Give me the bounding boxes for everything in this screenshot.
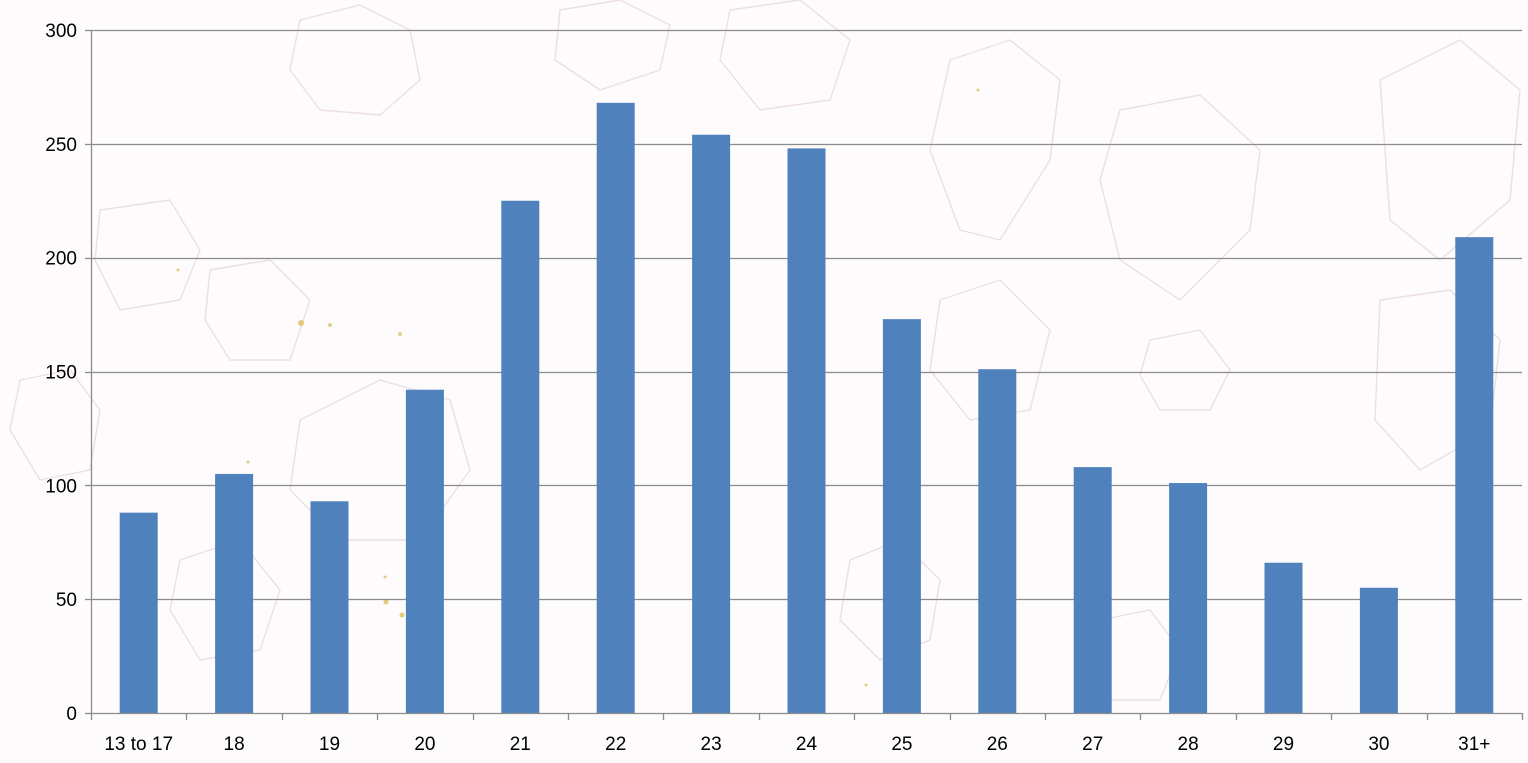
x-tick-label-31plus: 31+ bbox=[1458, 734, 1490, 755]
background-rock-4 bbox=[1099, 94, 1261, 301]
background-rock-2 bbox=[554, 0, 671, 91]
background-speck-1 bbox=[298, 320, 304, 326]
bar-22 bbox=[596, 102, 635, 713]
axes bbox=[85, 29, 1524, 720]
bar-28 bbox=[1169, 483, 1208, 713]
background-speck-8 bbox=[864, 683, 868, 687]
y-tick-label-100: 100 bbox=[45, 476, 77, 497]
x-tick-labels: 13 to 17 18 19 20 21 22 23 24 25 26 27 28 29 30 31+ bbox=[104, 734, 1490, 755]
y-tick-label-150: 150 bbox=[45, 363, 77, 384]
x-tick-label-29: 29 bbox=[1273, 734, 1294, 755]
x-tick-label-22: 22 bbox=[605, 734, 626, 755]
x-tick-label-13-to-17: 13 to 17 bbox=[104, 734, 173, 755]
background-rock-1 bbox=[289, 4, 421, 116]
x-tick-label-21: 21 bbox=[510, 734, 531, 755]
background-rock-16 bbox=[719, 0, 851, 111]
y-tick-label-300: 300 bbox=[45, 21, 77, 42]
background-speck-7 bbox=[976, 88, 980, 92]
bars bbox=[119, 102, 1494, 714]
bar-31plus bbox=[1455, 237, 1494, 713]
bar-13-to-17 bbox=[119, 512, 158, 713]
background-speck-10 bbox=[383, 575, 387, 579]
x-tick-label-28: 28 bbox=[1178, 734, 1199, 755]
x-tick-label-26: 26 bbox=[987, 734, 1008, 755]
bar-21 bbox=[501, 200, 540, 713]
background-rock-13 bbox=[9, 369, 101, 481]
background-speck-3 bbox=[398, 332, 402, 336]
bar-26 bbox=[978, 369, 1017, 713]
background-speck-9 bbox=[246, 460, 250, 464]
x-tick-label-19: 19 bbox=[319, 734, 340, 755]
y-tick-labels: 0 50 100 150 200 250 300 bbox=[45, 21, 77, 725]
background-rock-11 bbox=[289, 379, 471, 541]
bar-23 bbox=[692, 134, 731, 713]
bar-27 bbox=[1073, 467, 1112, 713]
x-tick-label-20: 20 bbox=[414, 734, 435, 755]
background-rock-8 bbox=[929, 279, 1051, 421]
x-tick-label-27: 27 bbox=[1082, 734, 1103, 755]
bar-25 bbox=[882, 319, 921, 713]
x-tick-label-23: 23 bbox=[701, 734, 722, 755]
x-tick-label-18: 18 bbox=[224, 734, 245, 755]
y-tick-label-0: 0 bbox=[66, 704, 77, 725]
background-speck-5 bbox=[399, 612, 405, 618]
bar-19 bbox=[310, 501, 349, 713]
bar-29 bbox=[1264, 562, 1303, 713]
y-tick-label-200: 200 bbox=[45, 249, 77, 270]
bar-24 bbox=[787, 148, 826, 714]
y-tick-label-250: 250 bbox=[45, 135, 77, 156]
bar-30 bbox=[1359, 587, 1398, 713]
background-speck-6 bbox=[176, 268, 180, 272]
bar-20 bbox=[405, 389, 444, 713]
background-rock-7 bbox=[204, 259, 311, 361]
x-tick-label-25: 25 bbox=[891, 734, 912, 755]
background-speck-4 bbox=[383, 599, 389, 605]
background-rock-3 bbox=[929, 39, 1061, 241]
background-speck-2 bbox=[328, 323, 332, 327]
bar-18 bbox=[215, 473, 254, 713]
background-rock-5 bbox=[1379, 39, 1521, 261]
y-tick-label-50: 50 bbox=[56, 590, 77, 611]
background-rock-6 bbox=[94, 199, 201, 311]
x-tick-label-30: 30 bbox=[1368, 734, 1389, 755]
x-tick-label-24: 24 bbox=[796, 734, 818, 755]
background-rock-9 bbox=[1139, 329, 1231, 411]
